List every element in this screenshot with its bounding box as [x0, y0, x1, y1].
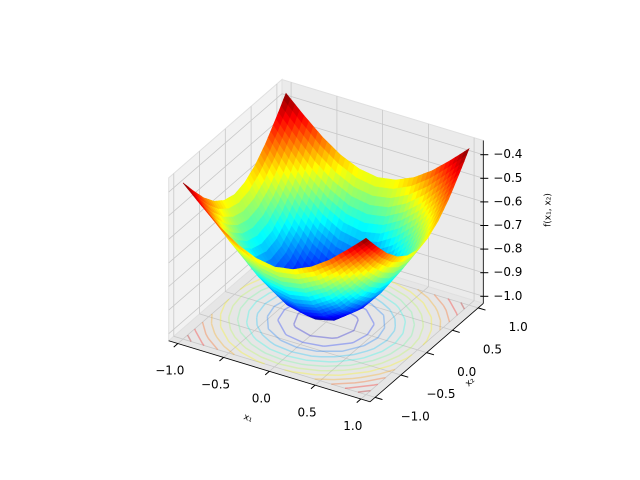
z-tick-label: −0.6 — [493, 194, 522, 208]
z-tick-label: −0.7 — [493, 218, 522, 232]
y-tick-label: −1.0 — [401, 410, 430, 424]
surface-cell — [330, 154, 360, 207]
surface-cell — [366, 177, 397, 218]
surface-cell — [388, 249, 418, 279]
z-tick-label: −0.9 — [493, 265, 522, 279]
surface-cell — [439, 148, 470, 191]
surface-cell — [411, 188, 442, 235]
surface-cell — [409, 220, 439, 261]
y-tick — [452, 329, 460, 333]
y-tick — [375, 396, 383, 401]
z-tick-label: −0.5 — [493, 171, 522, 185]
surface-cell — [234, 181, 264, 229]
surface-cell — [322, 308, 354, 321]
surface-cell — [281, 225, 311, 274]
y-tick-label: 0.0 — [457, 365, 476, 379]
grid-line — [173, 173, 376, 398]
surface-cell — [284, 285, 314, 306]
x-tick — [264, 370, 270, 376]
x-axis-line — [168, 340, 371, 403]
x-tick-label: 0.5 — [298, 405, 317, 419]
x-tick — [356, 398, 362, 404]
y-tick — [426, 352, 435, 356]
surface-cell — [237, 244, 267, 278]
surface-cell — [357, 246, 388, 272]
contour-line — [186, 251, 466, 393]
z-tick-label: −0.4 — [493, 147, 522, 161]
surface-cell — [293, 115, 323, 171]
surface-cell — [341, 295, 372, 313]
surface-cell — [213, 200, 244, 235]
surface-cell — [401, 217, 431, 260]
x-tick-label: −0.5 — [201, 378, 230, 392]
surface-cell — [328, 249, 359, 276]
x-axis-label: x₁ — [242, 412, 254, 425]
surface-cell — [419, 199, 449, 242]
surface-cell — [359, 276, 390, 299]
y-tick — [400, 374, 409, 378]
z-tick-label: −0.8 — [493, 242, 522, 256]
y-tick — [478, 307, 486, 311]
x-tick-label: 1.0 — [343, 419, 362, 433]
surface-cell — [347, 237, 377, 262]
surface-cell — [244, 164, 274, 217]
y-tick-label: −0.5 — [426, 387, 455, 401]
grid-line — [360, 137, 475, 400]
surface-cell — [265, 276, 296, 304]
surface-cell — [319, 189, 350, 241]
axes: −1.0−0.50.00.51.0−1.0−0.50.00.51.0−0.4−0… — [155, 140, 528, 433]
surface-cell — [294, 302, 325, 317]
grid-line — [224, 128, 427, 353]
surface-cell — [223, 194, 254, 235]
grid-line — [168, 93, 484, 193]
x-tick — [173, 343, 179, 348]
surface-facet — [360, 237, 370, 244]
surface-cell — [339, 261, 369, 288]
x-tick — [310, 384, 316, 390]
y-axis-line — [369, 303, 484, 403]
grid-line — [199, 151, 402, 376]
surface-cell — [320, 274, 351, 300]
surface-cell — [283, 144, 313, 201]
surface-cell — [403, 170, 433, 213]
surface-cell — [370, 272, 400, 299]
surface-cell — [392, 202, 423, 246]
surface-cell — [219, 226, 249, 263]
y-tick-label: 0.5 — [483, 342, 502, 356]
surface-cell — [429, 174, 459, 218]
surface-cell — [193, 190, 223, 228]
surface — [182, 92, 470, 321]
surface-cell — [265, 118, 295, 174]
surface-cell — [273, 266, 304, 289]
surface-cell — [255, 257, 286, 287]
surface-cell — [247, 261, 278, 294]
surface-cell — [242, 227, 272, 265]
x-tick — [219, 357, 224, 362]
z-axis-label: f(x₁, x₂) — [544, 193, 554, 227]
surface-cell — [276, 293, 306, 315]
x-tick-label: 0.0 — [252, 391, 271, 405]
y-tick-label: 1.0 — [509, 320, 528, 334]
x-tick-label: −1.0 — [155, 364, 184, 378]
surface-cell — [421, 159, 452, 204]
grid-line — [250, 106, 453, 331]
z-tick-label: −1.0 — [493, 289, 522, 303]
surface-cell — [273, 172, 303, 228]
surface-cell — [262, 196, 293, 248]
